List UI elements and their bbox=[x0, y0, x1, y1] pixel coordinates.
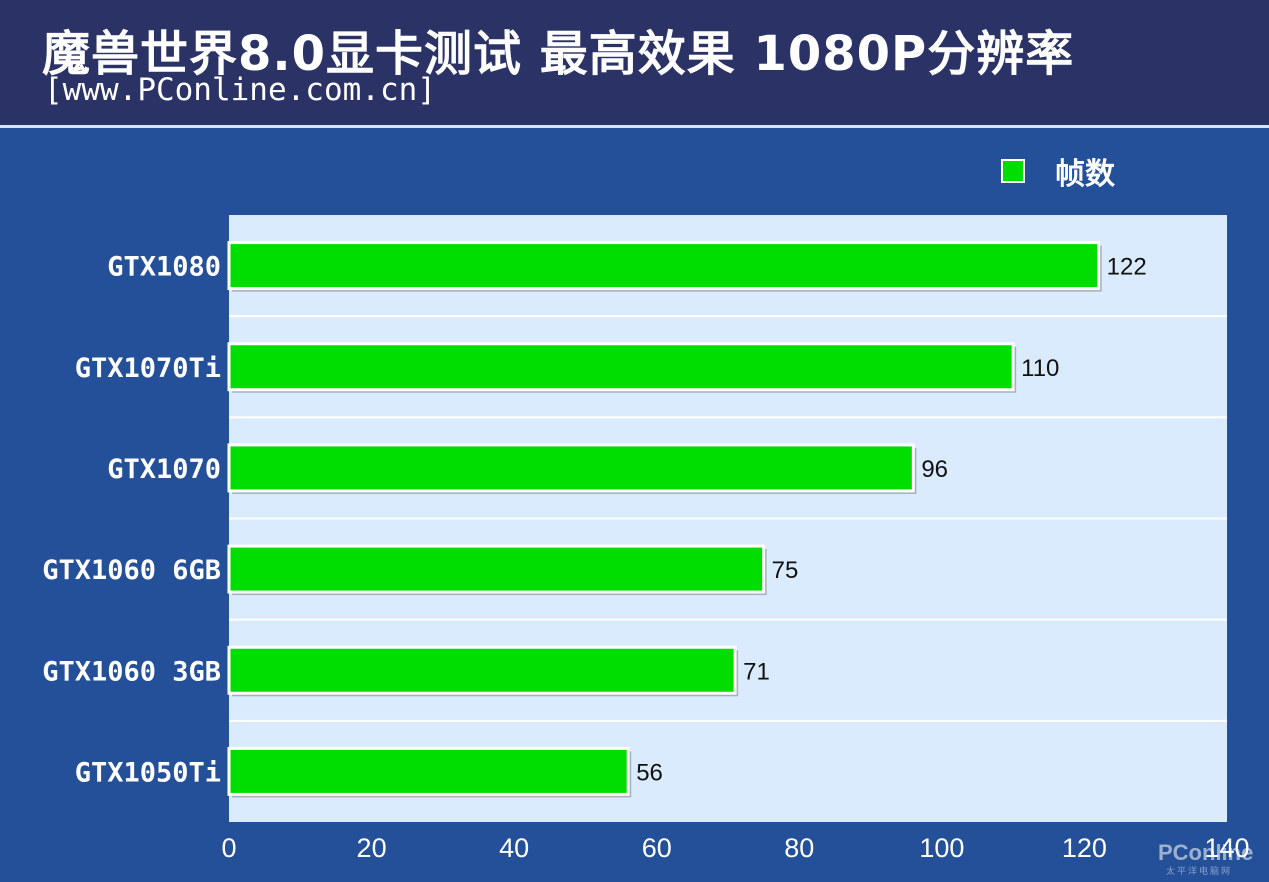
watermark-subtext: 太平洋电脑网 bbox=[1166, 867, 1233, 877]
value-labels: 122 110 96 75 71 56 bbox=[636, 254, 1147, 787]
source-url: [www.PConline.com.cn] bbox=[44, 72, 436, 108]
bar bbox=[227, 443, 915, 493]
bar bbox=[227, 746, 630, 796]
legend-swatch bbox=[1001, 159, 1025, 183]
x-tick-label: 140 bbox=[1204, 833, 1249, 863]
value-label: 71 bbox=[743, 658, 770, 685]
x-tick-label: 60 bbox=[642, 833, 672, 863]
category-label: GTX1050Ti bbox=[75, 757, 221, 788]
category-labels: GTX1080 GTX1070Ti GTX1070 GTX1060 6GB GTX106… bbox=[42, 252, 221, 789]
x-tick-label: 80 bbox=[784, 833, 814, 863]
value-label: 122 bbox=[1107, 254, 1147, 281]
x-tick-label: 20 bbox=[357, 833, 387, 863]
value-label: 110 bbox=[1021, 355, 1059, 382]
header-bar: 魔兽世界8.0显卡测试 最高效果 1080P分辨率 [www.PConline.… bbox=[0, 0, 1269, 125]
value-label: 96 bbox=[921, 456, 948, 483]
x-tick-label: 100 bbox=[919, 833, 964, 863]
bar bbox=[227, 241, 1101, 291]
bars bbox=[227, 241, 1102, 798]
chart-title: 魔兽世界8.0显卡测试 最高效果 1080P分辨率 bbox=[42, 26, 1075, 82]
category-label: GTX1060 3GB bbox=[42, 656, 221, 687]
bar bbox=[227, 342, 1015, 392]
bar bbox=[227, 645, 737, 695]
value-label: 75 bbox=[772, 557, 799, 584]
category-label: GTX1070Ti bbox=[75, 353, 221, 384]
watermark-logo: PConline bbox=[1158, 840, 1254, 865]
x-tick-label: 0 bbox=[221, 833, 236, 863]
x-tick-label: 40 bbox=[499, 833, 529, 863]
category-label: GTX1060 6GB bbox=[42, 555, 221, 586]
legend-label: 帧数 bbox=[1055, 157, 1115, 192]
x-axis-ticks: 0 20 40 60 80 100 120 140 bbox=[221, 833, 1249, 863]
value-label: 56 bbox=[636, 759, 663, 786]
legend: 帧数 bbox=[1001, 153, 1115, 192]
bar bbox=[227, 544, 766, 594]
header-divider bbox=[0, 125, 1269, 128]
category-label: GTX1080 bbox=[107, 252, 221, 283]
x-tick-label: 120 bbox=[1062, 833, 1107, 863]
grid-lines bbox=[229, 315, 1227, 722]
category-label: GTX1070 bbox=[107, 454, 221, 485]
